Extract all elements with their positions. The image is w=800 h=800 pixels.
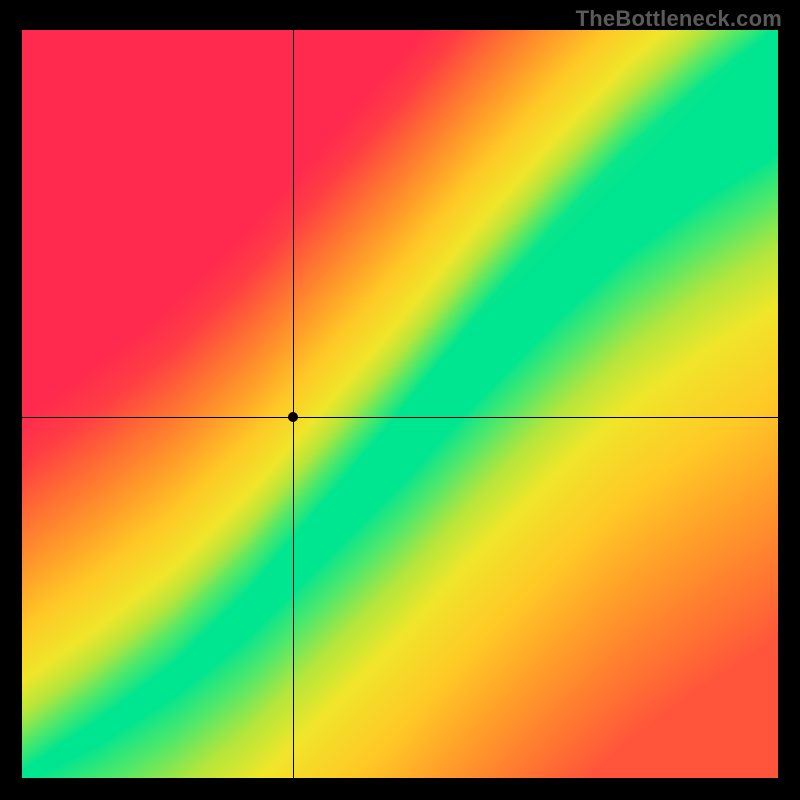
watermark-text: TheBottleneck.com bbox=[576, 6, 782, 32]
heatmap-canvas bbox=[22, 30, 778, 778]
crosshair-horizontal bbox=[22, 417, 778, 418]
heatmap-plot bbox=[22, 30, 778, 778]
crosshair-vertical bbox=[293, 30, 294, 778]
crosshair-marker bbox=[288, 412, 298, 422]
